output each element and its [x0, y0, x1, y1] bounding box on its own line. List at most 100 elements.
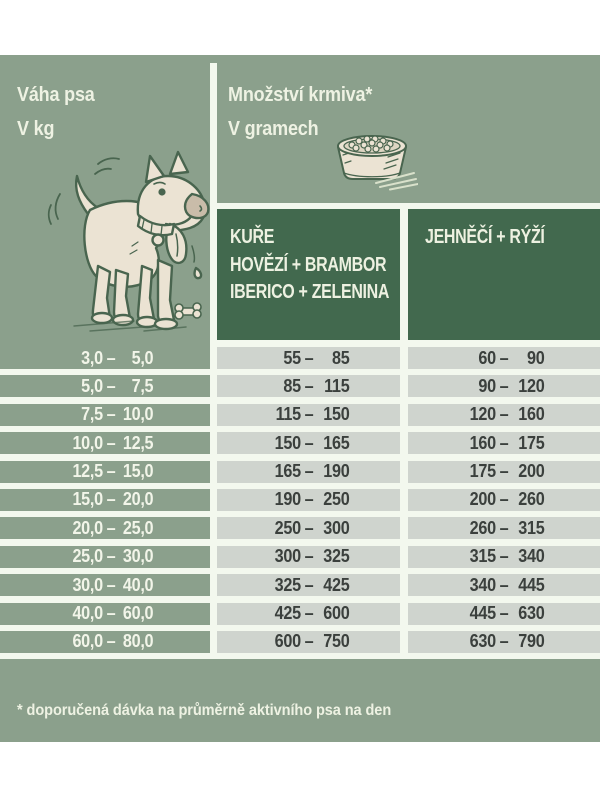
amount-to: 600 — [322, 603, 349, 624]
column-gap — [400, 631, 408, 653]
weight-to: 20,0 — [122, 489, 154, 510]
weight-from: 15,0 — [72, 489, 103, 510]
lamb-rice-amount-cell: 160–175 — [408, 432, 600, 455]
amount-to: 160 — [518, 404, 545, 425]
range-dash: – — [499, 432, 509, 453]
column-gap — [210, 375, 217, 397]
range-dash: – — [304, 347, 313, 368]
amount-from: 115 — [275, 404, 301, 425]
weight-range-cell: 60,0–80,0 — [0, 630, 210, 653]
amount-to: 630 — [518, 603, 545, 624]
column-gap — [210, 404, 217, 426]
amount-from: 190 — [274, 489, 301, 510]
column-gap — [210, 489, 217, 511]
amount-to: 120 — [518, 375, 545, 396]
weight-to: 7,5 — [131, 375, 154, 396]
amount-to: 175 — [518, 432, 545, 453]
range-dash: – — [304, 489, 313, 510]
amount-header-unit: V gramech — [228, 118, 319, 140]
amount-from: 340 — [469, 574, 496, 595]
range-dash: – — [106, 574, 116, 595]
range-dash: – — [499, 631, 509, 652]
weight-from: 20,0 — [72, 517, 103, 538]
weight-range-cell: 5,0–7,5 — [0, 375, 210, 398]
range-dash: – — [304, 631, 313, 652]
amount-to: 250 — [322, 489, 349, 510]
chicken-beef-amount-cell: 300–325 — [217, 545, 400, 568]
range-dash: – — [304, 461, 313, 482]
dog-eye — [158, 188, 166, 196]
product-left-line-2: HOVĚZÍ + BRAMBOR — [230, 253, 387, 276]
amount-to: 425 — [322, 574, 349, 595]
dog-front-leg — [136, 264, 156, 325]
range-dash: – — [304, 517, 313, 538]
product-left-line-3: IBERICO + ZELENINA — [230, 281, 390, 303]
product-right-line-1: JEHNĚČÍ + RÝŽÍ — [425, 226, 545, 248]
amount-from: 630 — [469, 631, 496, 652]
ground-shadow-lines — [73, 320, 187, 332]
weight-to: 25,0 — [122, 517, 154, 538]
column-gap — [400, 574, 408, 596]
range-dash: – — [106, 347, 116, 368]
column-gap — [400, 517, 408, 539]
range-dash: – — [304, 574, 313, 595]
range-dash: – — [499, 603, 509, 624]
amount-to: 150 — [322, 404, 349, 425]
column-gap — [400, 461, 408, 483]
footnote: * doporučená dávka na průměrně aktivního… — [17, 702, 392, 719]
range-dash: – — [304, 603, 313, 624]
chicken-beef-amount-cell: 600–750 — [217, 630, 400, 653]
dog-tail-motion-lines — [47, 157, 120, 225]
weight-range-cell: 3,0–5,0 — [0, 347, 210, 369]
weight-header: Váha psa V kg — [17, 78, 95, 146]
table-row: 40,0–60,0 425–600 445–630 — [0, 602, 600, 625]
amount-to: 790 — [518, 631, 545, 652]
table-row: 5,0–7,5 85–115 90–120 — [0, 375, 600, 398]
range-dash: – — [106, 432, 116, 453]
weight-from: 3,0 — [81, 347, 103, 368]
column-gap — [210, 603, 217, 625]
weight-to: 60,0 — [122, 603, 154, 624]
product-left-line-1: KUŘE — [230, 226, 275, 248]
weight-range-cell: 10,0–12,5 — [0, 432, 210, 455]
lamb-rice-amount-cell: 260–315 — [408, 517, 600, 540]
lamb-rice-amount-cell: 340–445 — [408, 574, 600, 597]
lamb-rice-amount-cell: 630–790 — [408, 630, 600, 653]
column-gap — [210, 432, 217, 454]
range-dash: – — [106, 517, 116, 538]
amount-from: 90 — [478, 375, 496, 396]
product-header-divider — [400, 209, 408, 340]
chicken-beef-amount-cell: 150–165 — [217, 432, 400, 455]
lamb-rice-amount-cell: 315–340 — [408, 545, 600, 568]
table-row: 7,5–10,0 115–150 120–160 — [0, 403, 600, 426]
amount-to: 200 — [518, 461, 545, 482]
column-gap — [400, 489, 408, 511]
amount-from: 445 — [469, 603, 496, 624]
lamb-rice-amount-cell: 175–200 — [408, 460, 600, 483]
column-gap — [210, 517, 217, 539]
dog-nose — [183, 192, 210, 220]
weight-header-unit: V kg — [17, 118, 55, 140]
dog-collar — [136, 214, 176, 237]
range-dash: – — [106, 375, 116, 396]
weight-to: 30,0 — [122, 546, 154, 567]
dog-tail — [74, 174, 100, 216]
range-dash: – — [304, 546, 313, 567]
column-gap — [400, 432, 408, 454]
chicken-beef-amount-cell: 190–250 — [217, 488, 400, 511]
weight-range-cell: 40,0–60,0 — [0, 602, 210, 625]
range-dash: – — [106, 461, 116, 482]
amount-to: 300 — [322, 517, 349, 538]
table-row: 20,0–25,0 250–300 260–315 — [0, 517, 600, 540]
lamb-rice-amount-cell: 120–160 — [408, 403, 600, 426]
amount-to: 445 — [518, 574, 545, 595]
amount-from: 60 — [478, 347, 496, 368]
table-grid-corner-patch — [0, 340, 210, 347]
weight-range-cell: 12,5–15,0 — [0, 460, 210, 483]
chicken-beef-amount-cell: 165–190 — [217, 460, 400, 483]
amount-from: 200 — [469, 489, 496, 510]
column-gap — [210, 631, 217, 653]
amount-from: 55 — [282, 347, 301, 368]
product-column-right: JEHNĚČÍ + RÝŽÍ — [425, 224, 545, 252]
chicken-beef-amount-cell: 425–600 — [217, 602, 400, 625]
